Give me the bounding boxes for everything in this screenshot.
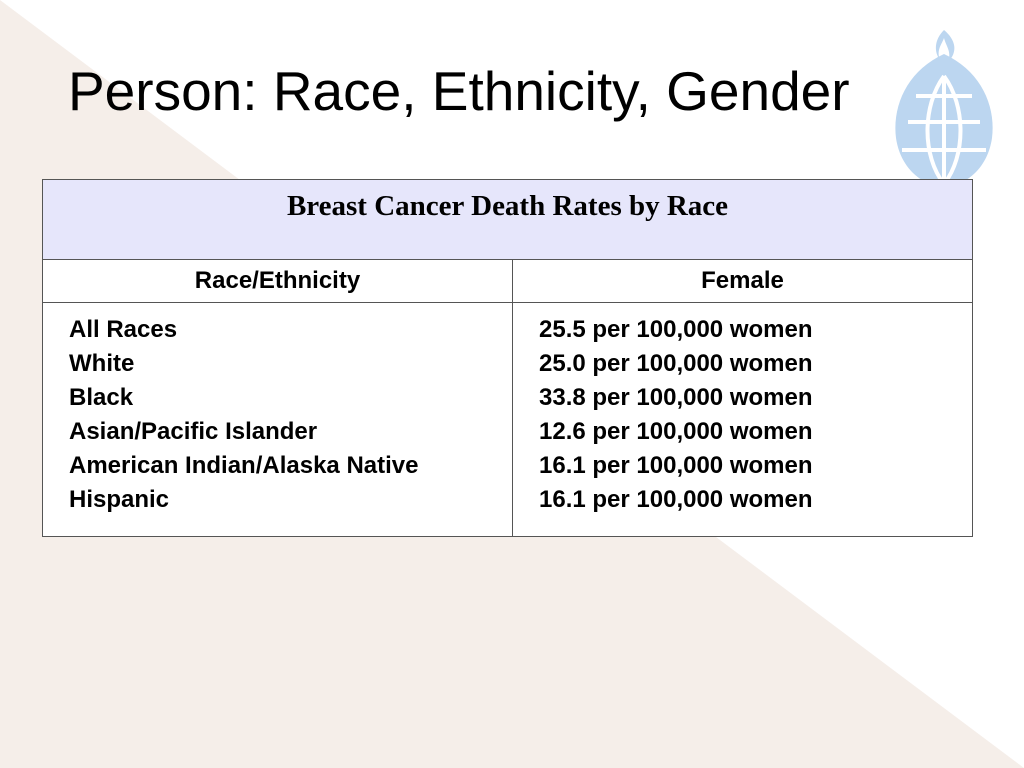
table-body-row: All Races White Black Asian/Pacific Isla… (42, 302, 973, 537)
rate-item-hispanic: 16.1 per 100,000 women (539, 486, 813, 513)
race-item-asian-pacific-islander: Asian/Pacific Islander (69, 418, 318, 445)
header-female: Female (512, 259, 973, 303)
rate-item-american-indian-alaska-native: 16.1 per 100,000 women (539, 452, 813, 479)
race-item-hispanic: Hispanic (69, 486, 170, 513)
table-caption-cell: Breast Cancer Death Rates by Race (42, 179, 973, 260)
race-item-american-indian-alaska-native: American Indian/Alaska Native (69, 452, 419, 479)
race-column-cell: All Races White Black Asian/Pacific Isla… (42, 302, 513, 537)
rate-item-white: 25.0 per 100,000 women (539, 350, 813, 377)
table-header-row: Race/Ethnicity Female (42, 259, 973, 303)
slide-title: Person: Race, Ethnicity, Gender (68, 60, 850, 122)
globe-torch-icon (895, 30, 993, 186)
rate-item-black: 33.8 per 100,000 women (539, 384, 813, 411)
rate-column-cell: 25.5 per 100,000 women 25.0 per 100,000 … (512, 302, 973, 537)
race-item-white: White (69, 350, 135, 377)
rate-item-all-races: 25.5 per 100,000 women (539, 316, 813, 343)
rate-item-asian-pacific-islander: 12.6 per 100,000 women (539, 418, 813, 445)
race-item-all-races: All Races (69, 316, 178, 343)
table-caption-row: Breast Cancer Death Rates by Race (42, 179, 973, 260)
race-item-black: Black (69, 384, 134, 411)
rate-list: 25.5 per 100,000 women 25.0 per 100,000 … (513, 303, 972, 517)
header-race-ethnicity: Race/Ethnicity (42, 259, 513, 303)
death-rates-table: Breast Cancer Death Rates by Race Race/E… (42, 179, 973, 537)
race-list: All Races White Black Asian/Pacific Isla… (43, 303, 512, 517)
table-caption: Breast Cancer Death Rates by Race (286, 190, 729, 222)
